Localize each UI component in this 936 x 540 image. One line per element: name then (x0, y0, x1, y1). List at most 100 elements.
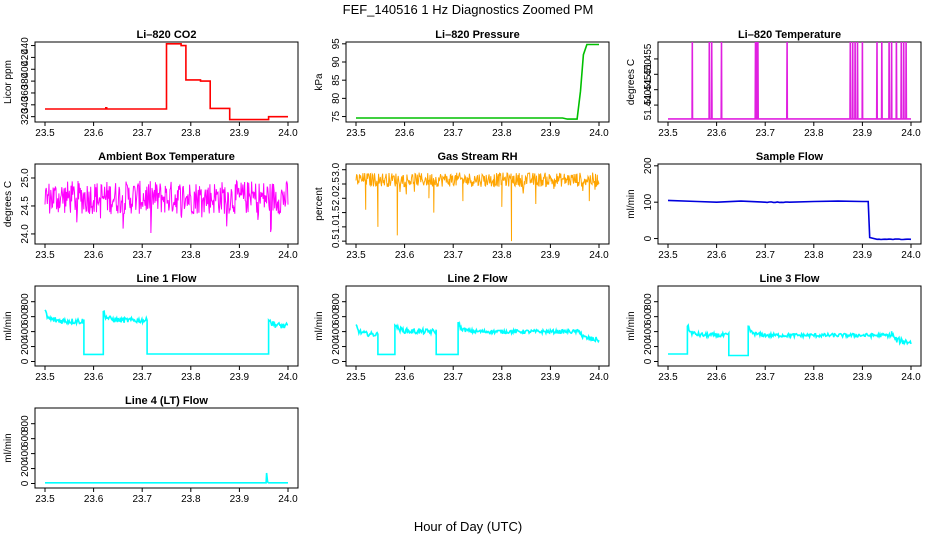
x-tick-label: 23.6 (84, 250, 104, 261)
x-tick-label: 23.9 (853, 250, 873, 261)
y-tick-label: 200 (20, 460, 31, 477)
panel-title: Li–820 Temperature (738, 29, 841, 41)
panel-title: Sample Flow (756, 151, 824, 163)
x-tick-label: 23.5 (658, 250, 678, 261)
y-tick-label: 400 (331, 323, 342, 340)
series-line (667, 199, 912, 241)
y-tick-label: 360 (20, 84, 31, 101)
x-tick-label: 23.5 (658, 128, 678, 139)
series-line (668, 41, 911, 120)
x-tick-label: 24.0 (278, 128, 298, 139)
x-tick-label: 23.5 (35, 494, 55, 505)
x-tick-label: 24.0 (901, 128, 921, 139)
y-tick-label: 400 (20, 445, 31, 462)
y-tick-label: 75 (331, 111, 342, 123)
y-tick-label: 600 (20, 308, 31, 325)
x-tick-label: 23.5 (346, 372, 366, 383)
x-tick-label: 23.8 (804, 128, 824, 139)
x-tick-label: 23.6 (395, 372, 415, 383)
x-tick-label: 23.6 (395, 250, 415, 261)
x-tick-label: 23.7 (443, 372, 463, 383)
plot-frame (345, 41, 610, 123)
y-tick-label: 200 (331, 338, 342, 355)
x-tick-label: 24.0 (901, 250, 921, 261)
plot-frame (34, 407, 299, 489)
series-line (44, 309, 289, 356)
y-tick-label: 80 (331, 92, 342, 104)
y-axis-label: degrees C (626, 59, 637, 105)
y-tick-label: 1.0 (331, 219, 342, 233)
series-line (355, 320, 600, 356)
panel-7: Line 1 Flow 23.5 23.6 23.7 23.8 23.9 24.0 0 2004… (3, 273, 299, 383)
y-axis-label: percent (314, 187, 325, 221)
y-tick-label: 600 (20, 430, 31, 447)
plot-frame (657, 285, 922, 367)
x-tick-label: 23.5 (658, 372, 678, 383)
x-tick-label: 23.7 (755, 372, 775, 383)
plot-frame (657, 163, 922, 245)
y-tick-label: 400 (643, 323, 654, 340)
y-tick-label: 0 (20, 358, 31, 364)
x-tick-label: 23.7 (755, 250, 775, 261)
y-axis-label: ml/min (3, 311, 14, 340)
plot-frame (34, 163, 299, 245)
panel-title: Line 4 (LT) Flow (125, 395, 208, 407)
plot-frame (345, 163, 610, 245)
x-tick-label: 23.9 (541, 372, 561, 383)
panel-title: Line 3 Flow (760, 273, 820, 285)
panel-9: Line 3 Flow 23.5 23.6 23.7 23.8 23.9 24.0 0 2004… (626, 273, 922, 383)
y-tick-label: 400 (20, 323, 31, 340)
x-tick-label: 23.9 (541, 250, 561, 261)
y-axis-label: degrees C (3, 181, 14, 227)
y-tick-label: 2.5 (331, 177, 342, 191)
x-tick-label: 23.8 (181, 250, 201, 261)
x-tick-label: 23.6 (395, 128, 415, 139)
plot-frame (657, 41, 922, 123)
y-tick-label: 2.0 (331, 191, 342, 205)
x-tick-label: 23.8 (492, 372, 512, 383)
x-tick-label: 24.0 (589, 128, 609, 139)
x-tick-label: 23.7 (443, 250, 463, 261)
y-axis-label: ml/min (3, 433, 14, 462)
y-tick-label: 51.450 (643, 59, 654, 90)
y-tick-label: 0 (643, 235, 654, 241)
y-tick-label: 51.445 (643, 74, 654, 105)
x-tick-label: 24.0 (278, 250, 298, 261)
y-tick-label: 0 (331, 358, 342, 364)
y-tick-label: 800 (331, 293, 342, 310)
x-tick-label: 23.8 (181, 128, 201, 139)
x-tick-label: 23.9 (853, 128, 873, 139)
series-line (355, 172, 600, 242)
panel-title: Line 1 Flow (137, 273, 197, 285)
y-axis-label: Licor ppm (3, 60, 14, 104)
y-tick-label: 600 (643, 308, 654, 325)
x-tick-label: 23.6 (707, 128, 727, 139)
x-tick-label: 23.6 (84, 372, 104, 383)
y-axis-label: ml/min (626, 189, 637, 218)
plot-frame (34, 41, 299, 123)
y-axis-label: ml/min (626, 311, 637, 340)
y-axis-label: kPa (314, 73, 325, 91)
x-tick-label: 24.0 (278, 494, 298, 505)
series-line (44, 179, 289, 234)
x-tick-label: 23.8 (181, 372, 201, 383)
x-tick-label: 23.6 (84, 494, 104, 505)
x-tick-label: 23.7 (132, 494, 152, 505)
panel-5: Gas Stream RH 23.5 23.6 23.7 23.8 23.9 24.0 0.5… (314, 151, 610, 261)
panel-title: Li–820 Pressure (435, 29, 519, 41)
x-tick-label: 23.9 (230, 250, 250, 261)
x-tick-label: 23.5 (346, 250, 366, 261)
x-tick-label: 23.9 (230, 494, 250, 505)
x-tick-label: 23.6 (707, 250, 727, 261)
x-tick-label: 23.6 (707, 372, 727, 383)
y-tick-label: 200 (643, 157, 654, 174)
x-tick-label: 23.9 (230, 128, 250, 139)
series-line (45, 43, 288, 121)
x-tick-label: 23.9 (230, 372, 250, 383)
y-tick-label: 800 (20, 415, 31, 432)
y-tick-label: 24.5 (20, 196, 31, 216)
x-tick-label: 24.0 (589, 372, 609, 383)
y-tick-label: 800 (643, 293, 654, 310)
panel-title: Line 2 Flow (448, 273, 508, 285)
